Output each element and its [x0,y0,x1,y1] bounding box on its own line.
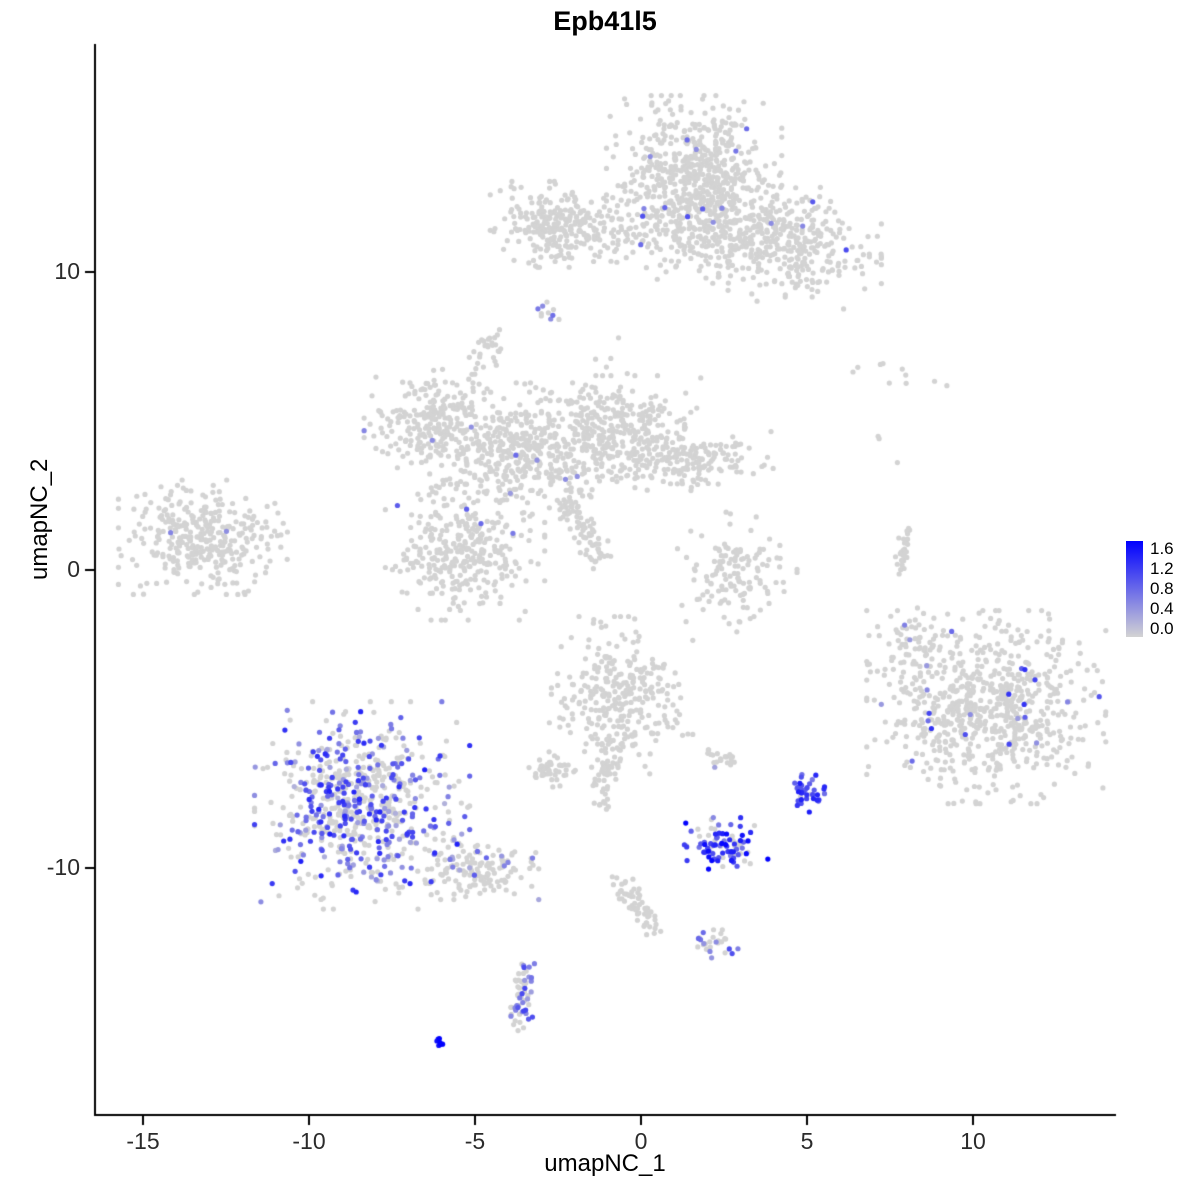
x-tick-label: -5 [464,1128,486,1154]
legend-gradient-bar [1126,541,1143,637]
legend-tick-label: 0.8 [1150,579,1174,598]
legend-tick-label: 0.0 [1150,619,1174,638]
x-tick-label: 10 [960,1128,986,1154]
plot-title: Epb41l5 [553,6,657,36]
legend-tick-label: 0.4 [1150,599,1174,618]
legend-tick-label: 1.2 [1150,559,1174,578]
x-tick-label: 5 [800,1128,814,1154]
y-tick-label: 0 [67,556,80,582]
x-tick-label: -15 [126,1128,160,1154]
y-tick-label: -10 [46,854,80,880]
legend-tick-labels: 1.6 1.2 0.8 0.4 0.0 [1150,539,1174,639]
y-tick-label: 10 [54,258,80,284]
x-tick-label: -10 [292,1128,326,1154]
legend-tick-label: 1.6 [1150,539,1174,558]
x-axis-title: umapNC_1 [544,1150,666,1177]
x-tick-label: 0 [634,1128,648,1154]
